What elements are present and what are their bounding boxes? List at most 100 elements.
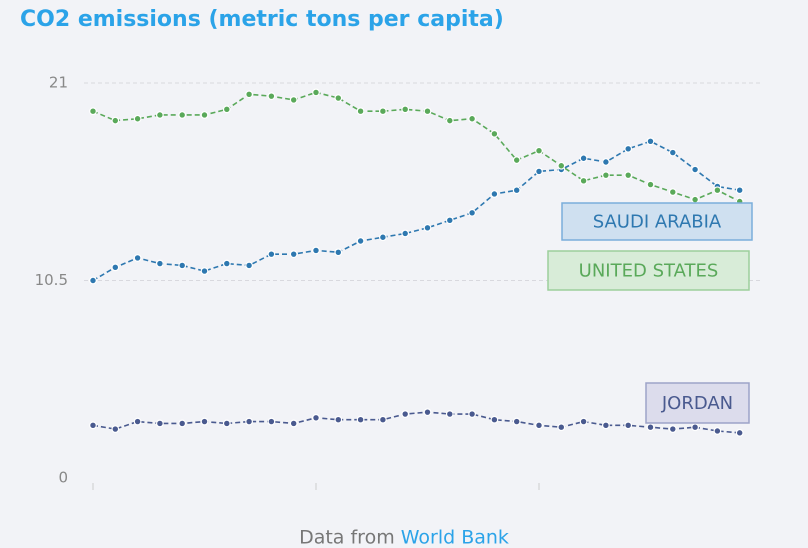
data-point [334, 415, 343, 424]
data-point [535, 167, 543, 176]
data-point [178, 419, 187, 428]
data-point [379, 107, 387, 116]
series-line [92, 91, 741, 203]
data-point [312, 88, 320, 97]
data-point [468, 410, 477, 418]
legend-box [645, 382, 750, 424]
data-point [222, 419, 231, 428]
data-point [445, 410, 454, 418]
legend-label: JORDAN [661, 393, 733, 414]
data-point [401, 229, 410, 238]
data-point [535, 421, 543, 430]
data-point [602, 421, 610, 430]
data-point [200, 111, 209, 119]
data-point [222, 105, 231, 114]
data-point [89, 421, 97, 430]
data-point [289, 96, 298, 104]
data-point [646, 137, 655, 146]
data-point [624, 171, 633, 180]
data-point [111, 263, 120, 272]
data-point [289, 419, 298, 428]
legend-box [547, 250, 750, 291]
y-tick-label: 10.5 [35, 271, 68, 289]
data-point [379, 233, 387, 242]
data-point [423, 408, 432, 417]
data-point [557, 423, 566, 432]
data-point [178, 261, 187, 270]
legend-box [561, 202, 753, 241]
data-point [490, 190, 499, 198]
data-point [579, 176, 588, 185]
data-point [356, 415, 365, 424]
source-prefix: Data from [299, 527, 395, 548]
data-point [178, 111, 187, 119]
data-point [245, 90, 254, 99]
data-point [155, 259, 164, 268]
data-point [89, 107, 97, 116]
data-point [423, 107, 432, 116]
data-point [133, 254, 142, 262]
legend-label: SAUDI ARABIA [593, 212, 722, 233]
data-point [111, 116, 120, 125]
data-point [445, 116, 454, 125]
data-point [735, 186, 744, 195]
data-point [200, 417, 209, 426]
data-point [133, 417, 142, 426]
data-point [735, 428, 744, 437]
data-point [668, 188, 677, 196]
data-point [401, 105, 410, 114]
data-point [468, 208, 477, 217]
data-point [602, 158, 610, 166]
data-point [356, 107, 365, 116]
data-point [356, 237, 365, 245]
data-point [646, 180, 655, 189]
data-point [334, 248, 343, 257]
data-point [713, 427, 722, 435]
source-link[interactable]: World Bank [401, 527, 509, 548]
y-tick-label: 0 [58, 469, 68, 487]
chart-title: CO2 emissions (metric tons per capita) [20, 7, 504, 32]
data-point [512, 156, 521, 165]
data-point [222, 259, 231, 268]
data-point [668, 425, 677, 433]
data-point [289, 250, 298, 259]
data-point [490, 415, 499, 424]
y-tick-label: 21 [49, 74, 68, 92]
data-point [602, 171, 610, 180]
data-point [557, 161, 566, 170]
data-point [423, 223, 432, 232]
data-point [155, 419, 164, 428]
data-point [691, 423, 699, 432]
data-point [334, 94, 343, 102]
data-point [379, 415, 387, 424]
data-point [89, 276, 97, 285]
data-point [624, 421, 633, 430]
legend-label: UNITED STATES [579, 261, 719, 282]
data-point [691, 165, 699, 174]
data-point [267, 92, 276, 101]
data-point [646, 423, 655, 432]
data-point [312, 413, 320, 422]
data-point [445, 216, 454, 225]
data-point [512, 417, 521, 426]
data-point [535, 146, 543, 155]
data-point [312, 246, 320, 255]
data-point [245, 417, 254, 426]
data-point [490, 129, 499, 138]
data-point [668, 148, 677, 157]
data-point [200, 267, 209, 275]
data-point [401, 410, 410, 418]
data-point [267, 250, 276, 259]
data-point [111, 425, 120, 433]
data-point [512, 186, 521, 195]
data-point [267, 417, 276, 426]
data-point [133, 114, 142, 123]
data-point [579, 154, 588, 163]
data-point [691, 195, 699, 204]
data-point [624, 144, 633, 153]
data-point [468, 114, 477, 123]
data-point [155, 111, 164, 119]
data-point [245, 261, 254, 270]
data-point [579, 417, 588, 426]
